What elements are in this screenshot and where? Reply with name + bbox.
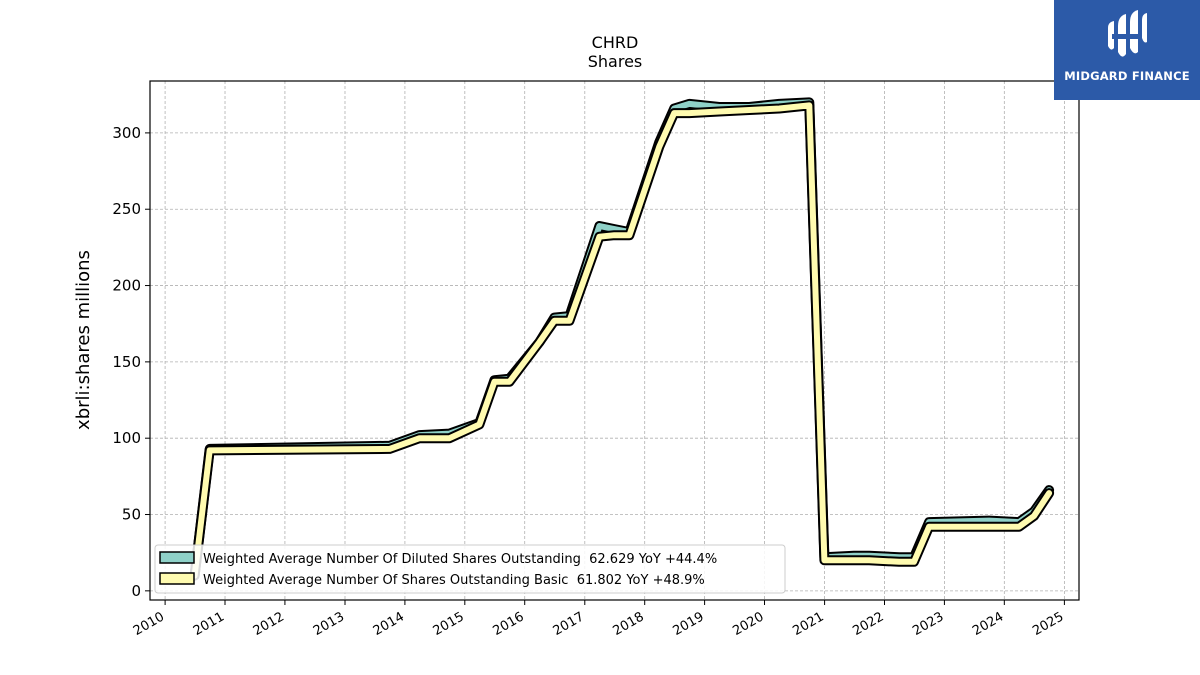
- x-tick-label: 2017: [551, 609, 587, 639]
- y-axis-label: xbrli:shares millions: [73, 250, 94, 430]
- x-tick-label: 2025: [1030, 609, 1066, 639]
- y-tick-label: 200: [112, 277, 141, 295]
- x-tick-label: 2024: [970, 609, 1006, 639]
- logo-mark-icon: [1108, 10, 1147, 57]
- y-tick-label: 100: [112, 429, 141, 447]
- x-tick-label: 2022: [850, 609, 886, 639]
- series-outline-diluted: [189, 97, 1055, 581]
- series-line-diluted: [191, 99, 1053, 579]
- x-tick-label: 2021: [790, 609, 826, 639]
- series-outline-basic: [189, 100, 1055, 581]
- y-tick-label: 50: [122, 506, 141, 524]
- series-layer: [189, 97, 1055, 581]
- midgard-finance-logo: MIDGARD FINANCE: [1054, 0, 1200, 100]
- x-tick-label: 2011: [191, 609, 227, 639]
- plot-frame: [149, 80, 1080, 601]
- x-tick-label: 2015: [431, 609, 467, 639]
- x-tick-label: 2010: [131, 609, 167, 639]
- x-tick-label: 2013: [311, 609, 347, 639]
- legend-label-diluted: Weighted Average Number Of Diluted Share…: [203, 552, 717, 567]
- legend-swatch-basic: [159, 572, 195, 585]
- x-tick-label: 2012: [251, 609, 287, 639]
- x-tick-label: 2018: [611, 609, 647, 639]
- x-tick-label: 2014: [371, 609, 407, 639]
- x-tick-label: 2019: [670, 609, 706, 639]
- legend: Weighted Average Number Of Diluted Share…: [154, 544, 786, 594]
- chart-subtitle: Shares: [588, 52, 643, 71]
- y-tick-label: 0: [131, 582, 141, 600]
- y-tick-label: 250: [112, 200, 141, 218]
- x-tick-label: 2016: [491, 609, 527, 639]
- legend-label-basic: Weighted Average Number Of Shares Outsta…: [203, 573, 705, 588]
- y-tick-label: 150: [112, 353, 141, 371]
- x-tick-label: 2023: [910, 609, 946, 639]
- legend-frame: [154, 544, 786, 594]
- series-line-basic: [191, 102, 1053, 579]
- legend-swatch-diluted: [159, 551, 195, 564]
- x-tick-label: 2020: [730, 609, 766, 639]
- y-tick-label: 300: [112, 124, 141, 142]
- logo-text: MIDGARD FINANCE: [1064, 69, 1190, 83]
- chart-title: CHRD: [592, 33, 639, 52]
- grid: [150, 81, 1079, 600]
